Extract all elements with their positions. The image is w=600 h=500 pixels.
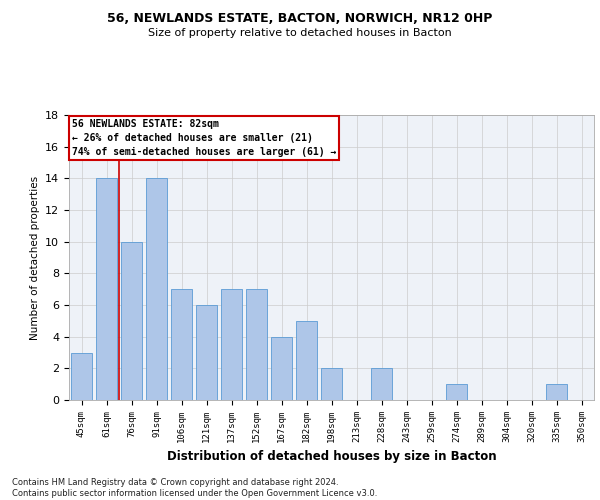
Bar (546, 384, 567, 400)
Bar (271, 336, 292, 400)
Text: 56 NEWLANDS ESTATE: 82sqm
← 26% of detached houses are smaller (21)
74% of semi-: 56 NEWLANDS ESTATE: 82sqm ← 26% of detac… (71, 120, 336, 158)
Bar (121, 242, 142, 400)
Text: Contains HM Land Registry data © Crown copyright and database right 2024.
Contai: Contains HM Land Registry data © Crown c… (12, 478, 377, 498)
Bar (246, 289, 267, 400)
Text: Size of property relative to detached houses in Bacton: Size of property relative to detached ho… (148, 28, 452, 38)
Bar (96, 178, 117, 400)
Bar (296, 321, 317, 400)
Bar (171, 289, 192, 400)
Bar (321, 368, 342, 400)
Bar (146, 178, 167, 400)
Bar (221, 289, 242, 400)
Text: 56, NEWLANDS ESTATE, BACTON, NORWICH, NR12 0HP: 56, NEWLANDS ESTATE, BACTON, NORWICH, NR… (107, 12, 493, 26)
Bar (371, 368, 392, 400)
Bar (446, 384, 467, 400)
X-axis label: Distribution of detached houses by size in Bacton: Distribution of detached houses by size … (167, 450, 496, 464)
Bar (71, 352, 92, 400)
Bar (196, 305, 217, 400)
Y-axis label: Number of detached properties: Number of detached properties (29, 176, 40, 340)
